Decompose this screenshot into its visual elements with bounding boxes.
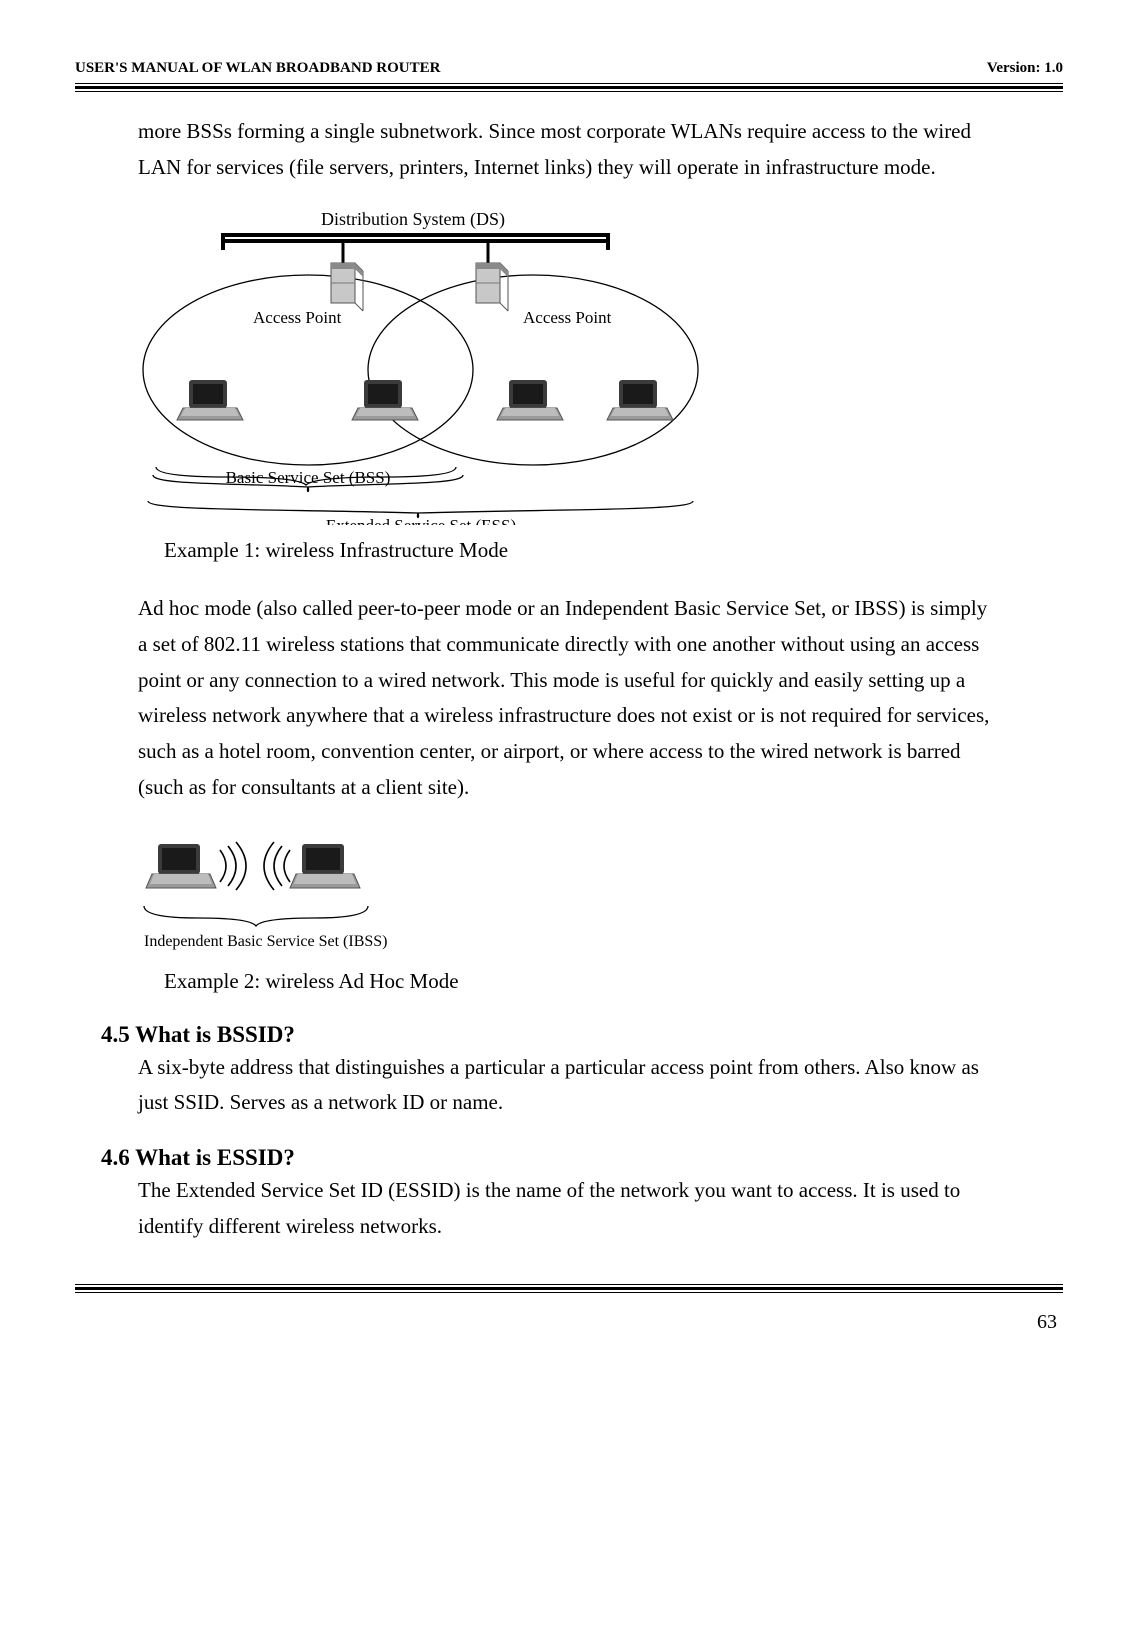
access-point-left [331,263,363,311]
ess-label: Extended Service Set (ESS) [326,516,516,525]
content-area: more BSSs forming a single subnetwork. S… [75,114,1063,1244]
ap-label-left: Access Point [253,308,342,327]
laptop-icon [352,380,418,420]
section-4-6-heading: 4.6 What is ESSID? [101,1145,1000,1171]
access-point-right [476,263,508,311]
intro-paragraph: more BSSs forming a single subnetwork. S… [138,114,1000,185]
header-left: USER'S MANUAL OF WLAN BROADBAND ROUTER [75,60,440,77]
laptop-icon [177,380,243,420]
infrastructure-svg: Distribution System (DS) Access Point [138,205,738,525]
radio-waves-icon [220,842,290,890]
laptop-icon [146,844,216,888]
caption-2: Example 2: wireless Ad Hoc Mode [164,969,1000,994]
section-4-6-body: The Extended Service Set ID (ESSID) is t… [138,1173,1000,1244]
infrastructure-diagram: Distribution System (DS) Access Point [138,205,1000,530]
adhoc-paragraph: Ad hoc mode (also called peer-to-peer mo… [138,591,1000,805]
header-rule [75,83,1063,92]
footer-rule [75,1284,1063,1293]
laptop-icon [607,380,673,420]
header-right: Version: 1.0 [987,60,1063,77]
laptop-icon [290,844,360,888]
caption-1: Example 1: wireless Infrastructure Mode [164,538,1000,563]
ap-label-right: Access Point [523,308,612,327]
section-4-5-heading: 4.5 What is BSSID? [101,1022,1000,1048]
section-4-5-body: A six-byte address that distinguishes a … [138,1050,1000,1121]
ibss-diagram: Independent Basic Service Set (IBSS) [138,826,1000,961]
ibss-svg: Independent Basic Service Set (IBSS) [138,826,438,956]
laptop-icon [497,380,563,420]
ibss-label: Independent Basic Service Set (IBSS) [144,933,388,950]
ds-label: Distribution System (DS) [321,209,505,230]
page-number: 63 [75,1311,1063,1334]
page-header: USER'S MANUAL OF WLAN BROADBAND ROUTER V… [75,60,1063,77]
